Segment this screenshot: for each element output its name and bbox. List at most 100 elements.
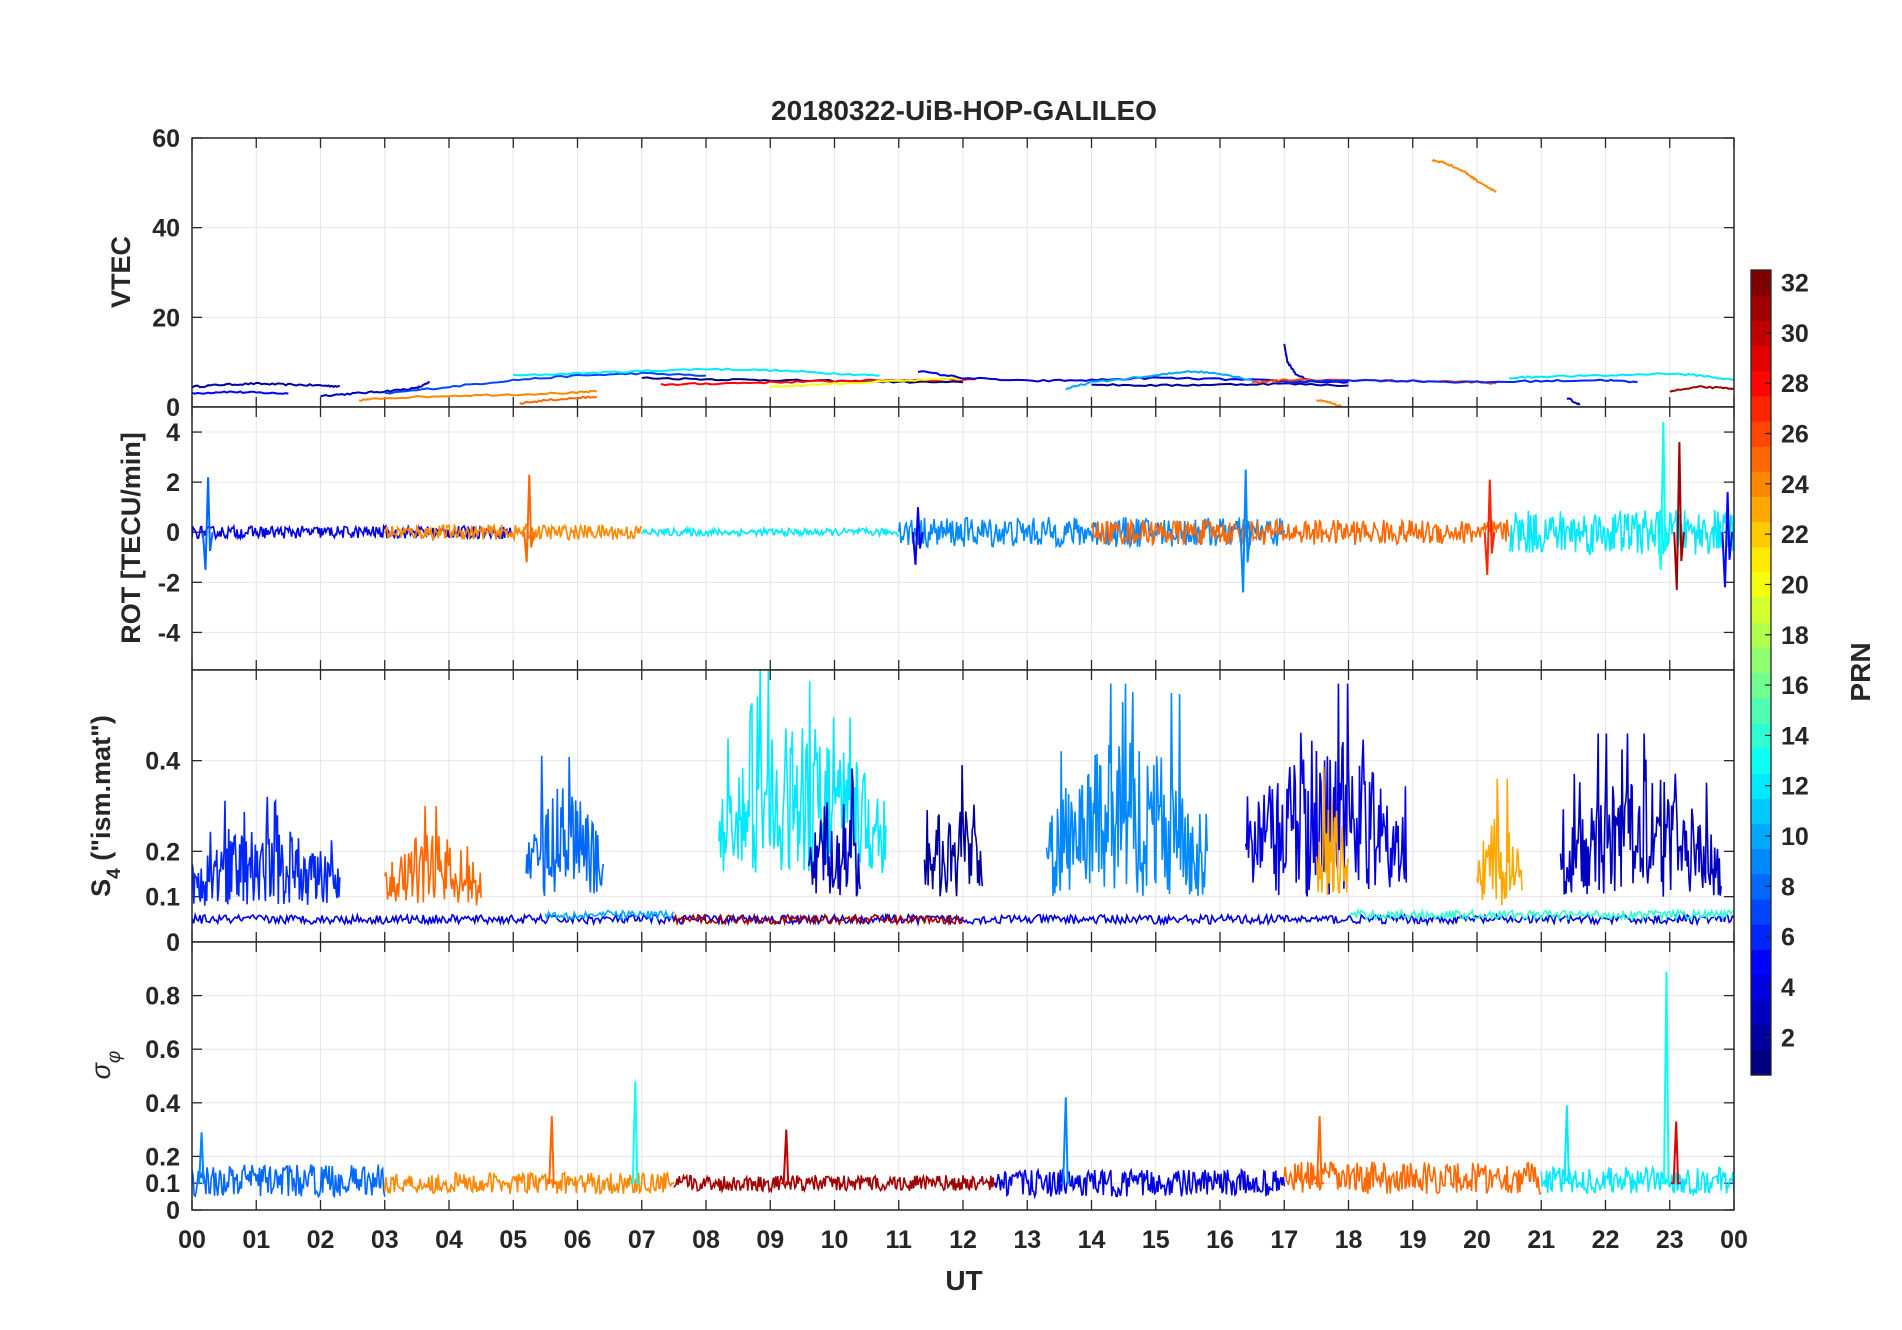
colorbar-segment [1751,320,1771,347]
y-tick-label: 0.8 [145,983,180,1011]
x-tick-label: 22 [1592,1226,1620,1254]
colorbar-segment [1751,446,1771,472]
x-tick-label: 03 [371,1226,399,1254]
colorbar-segment [1751,395,1771,422]
x-tick-label: 18 [1335,1226,1363,1254]
y-tick-label: 0.1 [145,884,180,912]
series-line [1316,399,1343,407]
colorbar-segment [1751,999,1771,1026]
colorbar-tick-label: 14 [1781,722,1809,750]
series-line [192,390,289,395]
series-line [1508,509,1734,556]
series-line [641,376,964,384]
y-tick-label: 0.2 [145,838,180,866]
y-tick-label: 0 [166,929,180,957]
x-tick-label: 02 [307,1226,335,1254]
colorbar-tick-label: 2 [1781,1024,1795,1052]
y-axis-label: σφ [86,1051,125,1080]
series-line [1559,733,1722,897]
series-line [1566,397,1581,406]
colorbar-tick-label: 12 [1781,773,1809,801]
colorbar-segment [1751,521,1771,548]
spike-line [1060,1097,1071,1185]
spike-line [523,474,535,563]
colorbar-segment [1751,571,1771,598]
series-line [1283,343,1311,381]
x-tick-label: 21 [1527,1226,1555,1254]
colorbar-segment [1751,848,1771,875]
spike-line [1671,1121,1681,1185]
series-line [384,1170,675,1196]
y-tick-label: -4 [158,619,180,647]
x-tick-label: 06 [564,1226,592,1254]
data-layer [192,971,1734,1200]
colorbar-tick-label: 20 [1781,571,1809,599]
colorbar-segment [1751,722,1771,749]
series-line [1315,766,1350,896]
colorbar-label: PRN [1845,642,1876,701]
series-line [1540,1164,1734,1197]
colorbar-segment [1751,597,1771,623]
colorbar-segment [1751,773,1771,799]
series-line [1431,159,1497,193]
colorbar-segment [1751,1024,1771,1051]
series-line [770,377,964,389]
x-tick-label: 09 [756,1226,784,1254]
series-line [1090,517,1510,547]
spike-line [1561,1105,1572,1185]
series-line [673,1173,996,1194]
colorbar-segment [1751,622,1771,648]
colorbar-tick-label: 16 [1781,672,1809,700]
spike-line [1314,1116,1325,1185]
series-line [384,805,482,906]
colorbar-segment [1751,697,1771,724]
y-tick-label: 60 [152,125,180,153]
colorbar-segment [1751,1049,1771,1076]
x-tick-label: 00 [1720,1226,1748,1254]
y-tick-label: 20 [152,304,180,332]
series-line [1091,382,1349,388]
colorbar-segment [1751,823,1771,850]
x-tick-label: 10 [821,1226,849,1254]
series-line [673,912,964,927]
x-tick-label: 15 [1142,1226,1170,1254]
series-line [898,516,1286,550]
x-tick-label: 13 [1013,1226,1041,1254]
series-line [525,755,604,896]
chart-title: 20180322-UiB-HOP-GALILEO [771,95,1157,126]
series-line [1476,778,1523,906]
series-line [1283,1160,1542,1196]
y-tick-label: 0.4 [145,748,180,776]
spike-line [1483,479,1496,575]
colorbar-tick-label: 10 [1781,823,1809,851]
y-tick-label: 0 [166,519,180,547]
colorbar-segment [1751,370,1771,397]
x-tick-label: 20 [1463,1226,1491,1254]
y-axis-label: ROT [TECU/min] [116,432,146,643]
spike-line [201,477,214,570]
y-tick-label: 4 [166,419,180,447]
y-tick-label: 0.2 [145,1143,180,1171]
series-line [513,367,880,377]
colorbar-segment [1751,471,1771,498]
spike-line [911,507,924,565]
x-tick-label: 23 [1656,1226,1684,1254]
y-tick-label: 40 [152,215,180,243]
colorbar-frame [1750,269,1772,1076]
colorbar-tick-label: 18 [1781,622,1809,650]
x-tick-label: 05 [499,1226,527,1254]
panel-s4: 0 0.1 0.2 0.4 S4 ("ism.mat") [86,669,1735,957]
series-line [808,768,861,897]
x-axis-label: UT [945,1265,982,1296]
x-tick-label: 17 [1270,1226,1298,1254]
colorbar-tick-label: 26 [1781,421,1809,449]
colorbar-segment [1751,420,1771,447]
series-line [718,670,887,873]
panel-sigma-phi: 00.10.2 0.4 0.6 0.8 σφ [86,941,1735,1225]
series-line [923,765,984,897]
axes-frame [191,941,1735,1211]
colorbar-tick-label: 6 [1781,924,1795,952]
y-tick-label: 2 [166,469,180,497]
panel-rot: -4 -2 0 2 4 ROT [TECU/min] [116,406,1735,671]
data-layer [192,159,1734,407]
